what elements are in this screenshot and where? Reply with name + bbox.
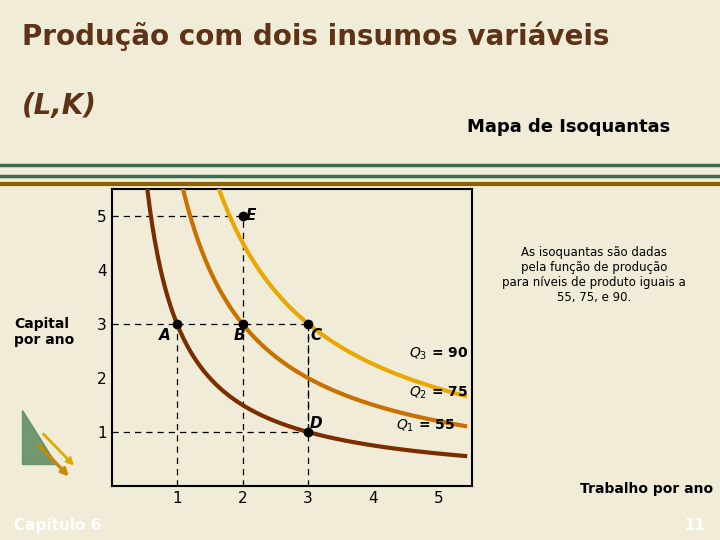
Text: (L,K): (L,K)	[22, 92, 96, 120]
Text: $Q_2$ = 75: $Q_2$ = 75	[410, 385, 469, 401]
Text: $Q_1$ = 55: $Q_1$ = 55	[396, 417, 456, 434]
Text: $Q_3$ = 90: $Q_3$ = 90	[410, 346, 469, 362]
Text: A: A	[159, 328, 171, 343]
Text: Mapa de Isoquantas: Mapa de Isoquantas	[467, 118, 670, 136]
Text: 11: 11	[685, 518, 706, 532]
Text: Trabalho por ano: Trabalho por ano	[580, 482, 713, 496]
Text: Capítulo 6: Capítulo 6	[14, 517, 102, 533]
Text: E: E	[246, 208, 256, 224]
Text: Capital
por ano: Capital por ano	[14, 317, 75, 347]
Text: B: B	[233, 328, 245, 343]
Text: C: C	[310, 328, 321, 343]
Text: As isoquantas são dadas
pela função de produção
para níveis de produto iguais a
: As isoquantas são dadas pela função de p…	[502, 246, 686, 305]
Text: Produção com dois insumos variáveis: Produção com dois insumos variáveis	[22, 22, 609, 51]
Polygon shape	[22, 410, 56, 464]
Text: D: D	[310, 416, 322, 431]
